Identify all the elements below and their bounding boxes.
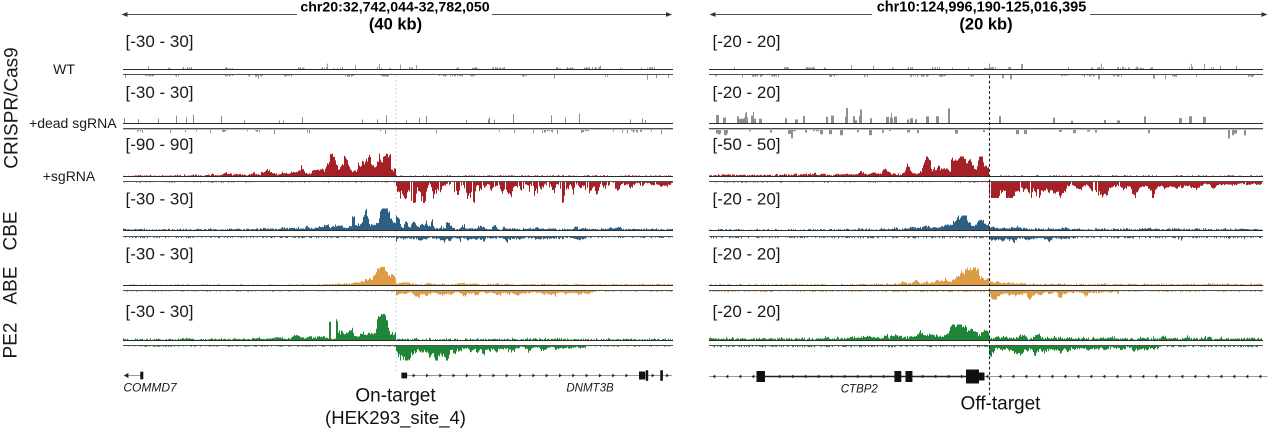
- svg-text:DNMT3B: DNMT3B: [566, 382, 614, 394]
- svg-text:[-20 - 20]: [-20 - 20]: [713, 302, 781, 321]
- svg-text:+sgRNA: +sgRNA: [43, 168, 96, 184]
- svg-text:[-30 - 30]: [-30 - 30]: [126, 32, 194, 51]
- svg-text:WT: WT: [53, 61, 75, 77]
- svg-text:[-20 - 20]: [-20 - 20]: [713, 32, 781, 51]
- svg-text:[-30 - 30]: [-30 - 30]: [126, 302, 194, 321]
- svg-text:[-20 - 20]: [-20 - 20]: [713, 245, 781, 264]
- svg-text:PE2: PE2: [1, 323, 22, 359]
- svg-text:On-target: On-target: [355, 386, 436, 407]
- svg-text:[-20 - 20]: [-20 - 20]: [713, 83, 781, 102]
- svg-text:CBE: CBE: [1, 211, 22, 250]
- svg-text:[-30 - 30]: [-30 - 30]: [126, 190, 194, 209]
- svg-text:[-90 - 90]: [-90 - 90]: [126, 135, 194, 154]
- svg-text:chr20:32,742,044-32,782,050: chr20:32,742,044-32,782,050: [300, 0, 489, 15]
- svg-text:[-30 - 30]: [-30 - 30]: [126, 245, 194, 264]
- svg-text:[-50 - 50]: [-50 - 50]: [713, 135, 781, 154]
- svg-text:chr10:124,996,190-125,016,395: chr10:124,996,190-125,016,395: [877, 0, 1087, 15]
- svg-text:ABE: ABE: [1, 266, 22, 304]
- svg-text:[-20 - 20]: [-20 - 20]: [713, 190, 781, 209]
- svg-text:(20 kb): (20 kb): [959, 15, 1012, 33]
- svg-text:COMMD7: COMMD7: [123, 381, 178, 395]
- svg-text:+dead sgRNA: +dead sgRNA: [29, 115, 117, 131]
- svg-text:Off-target: Off-target: [961, 394, 1042, 415]
- svg-text:[-30 - 30]: [-30 - 30]: [126, 83, 194, 102]
- svg-text:(HEK293_site_4): (HEK293_site_4): [325, 407, 466, 429]
- svg-text:CTBP2: CTBP2: [841, 384, 879, 396]
- svg-text:CRISPR/Cas9: CRISPR/Cas9: [2, 47, 23, 168]
- svg-text:(40 kb): (40 kb): [369, 15, 422, 33]
